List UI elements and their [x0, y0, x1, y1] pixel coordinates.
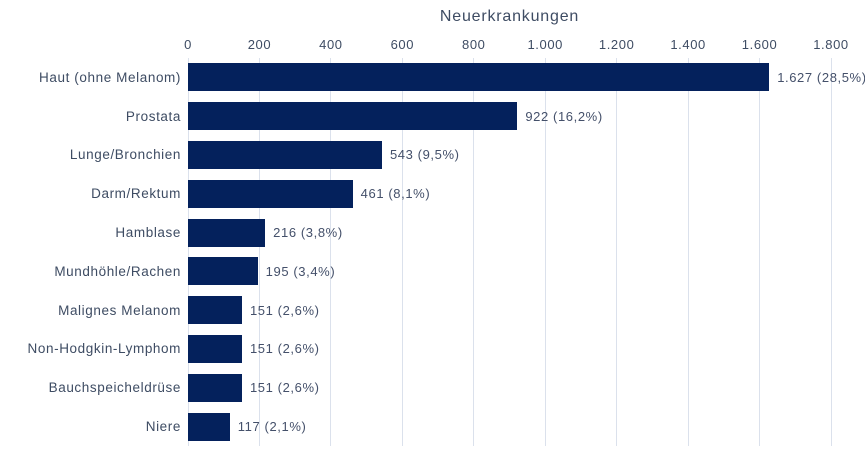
gridline	[830, 58, 832, 446]
x-axis-tick-label: 1.200	[598, 37, 635, 52]
value-label: 922 (16,2%)	[525, 108, 603, 124]
bar-row: 117 (2,1%)	[188, 407, 831, 446]
chart-title: Neuerkrankungen	[439, 8, 580, 25]
value-label: 1.627 (28,5%)	[777, 69, 865, 85]
x-axis-tick-label: 1.600	[741, 37, 778, 52]
bar-row: 1.627 (28,5%)	[188, 58, 865, 97]
bar	[188, 218, 266, 247]
gridline	[687, 58, 689, 446]
bar	[188, 334, 242, 363]
bar	[188, 412, 230, 441]
plot-area: 1.627 (28,5%) 922 (16,2%) 543 (9,5%) 461 (8…	[187, 58, 865, 446]
bar	[188, 373, 242, 402]
category-label: Lunge/Bronchien	[69, 147, 181, 163]
gridline	[401, 58, 403, 446]
x-axis-tick-label: 200	[247, 37, 272, 52]
category-label: Hamblase	[115, 225, 181, 241]
bar-row: 461 (8,1%)	[188, 174, 831, 213]
x-axis-tick-label: 0	[184, 37, 192, 52]
bar	[188, 63, 770, 92]
bar-row: 151 (2,6%)	[188, 368, 831, 407]
x-axis: 0 200 400 600 800 1.000 1.200 1.400 1.600 1.800	[184, 37, 848, 55]
gridline	[473, 58, 475, 446]
x-axis-tick-label: 1.000	[527, 37, 563, 52]
bar	[188, 102, 518, 131]
category-label: Malignes Melanom	[58, 302, 181, 318]
gridline	[258, 58, 260, 446]
x-axis-tick-label: 1.400	[670, 37, 706, 52]
bar	[188, 257, 258, 286]
bar-row: 216 (3,8%)	[188, 213, 831, 252]
category-label: Haut (ohne Melanom)	[39, 69, 181, 85]
value-label: 216 (3,8%)	[273, 225, 343, 241]
value-label: 195 (3,4%)	[265, 263, 336, 279]
bar-row: 543 (9,5%)	[188, 136, 831, 175]
category-label: Prostata	[125, 108, 181, 124]
gridline	[330, 58, 332, 446]
category-label: Bauchspeicheldrüse	[48, 380, 181, 396]
x-axis-tick-label: 800	[462, 37, 486, 52]
bar-row: 195 (3,4%)	[188, 252, 831, 291]
x-axis-tick-label: 1.800	[813, 37, 849, 52]
bar-row: 151 (2,6%)	[188, 330, 831, 369]
x-axis-tick-label: 400	[319, 37, 343, 52]
x-axis-tick-label: 600	[390, 37, 415, 52]
bar-row: 922 (16,2%)	[188, 97, 831, 136]
value-label: 151 (2,6%)	[249, 302, 320, 318]
value-label: 151 (2,6%)	[249, 341, 320, 357]
bar	[188, 296, 242, 325]
bar	[188, 140, 382, 169]
category-label: Non-Hodgkin-Lymphom	[27, 341, 181, 357]
value-label: 543 (9,5%)	[389, 147, 460, 163]
gridline	[759, 58, 761, 446]
value-label: 117 (2,1%)	[237, 419, 307, 435]
gridline	[544, 58, 546, 446]
gridline	[187, 58, 189, 446]
y-axis-category-labels: Haut (ohne Melanom) Prostata Lunge/Bronchi…	[0, 58, 181, 446]
value-label: 151 (2,6%)	[249, 380, 320, 396]
value-label: 461 (8,1%)	[360, 186, 431, 202]
bar	[188, 179, 353, 208]
category-label: Niere	[145, 419, 181, 435]
category-label: Mundhöhle/Rachen	[54, 263, 181, 279]
gridline	[616, 58, 618, 446]
bar-row: 151 (2,6%)	[188, 291, 831, 330]
category-label: Darm/Rektum	[91, 186, 181, 202]
